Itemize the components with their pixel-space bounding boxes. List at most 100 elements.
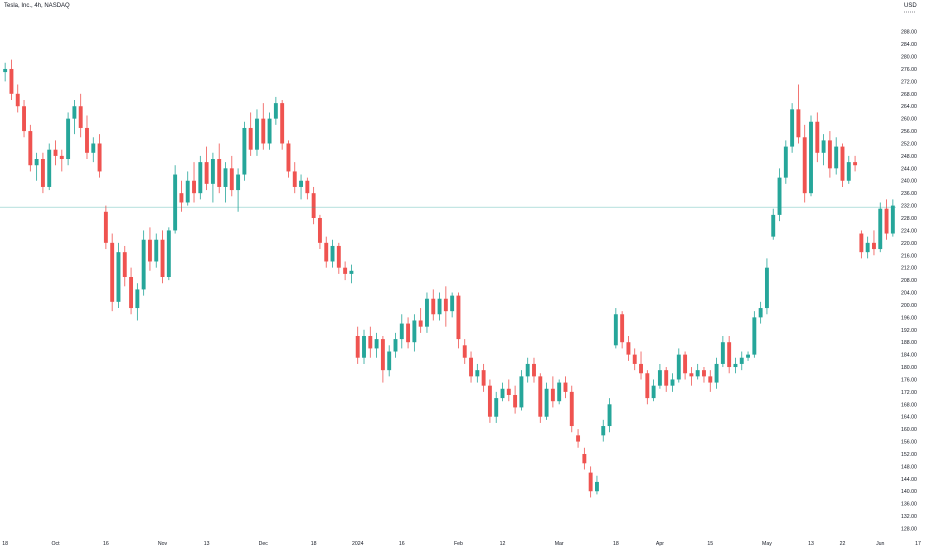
x-tick-label: 13 <box>808 541 814 547</box>
candle-body <box>267 118 272 144</box>
candle <box>362 329 366 364</box>
x-tick-label: 16 <box>103 541 109 547</box>
x-tick-label: 15 <box>707 541 713 547</box>
candle-body <box>746 354 751 358</box>
candle <box>569 385 574 433</box>
candle-body <box>481 370 486 386</box>
y-tick-label: 208.00 <box>901 278 917 284</box>
candle <box>450 292 455 318</box>
time-axis[interactable]: 18 Oct 16 Nov 13 Dec 18 2024 16 Feb 12 Mar 18 Apr 15 Ma… <box>2 541 932 547</box>
candle-body <box>217 159 222 187</box>
candle-body <box>261 118 266 144</box>
candle-body <box>78 106 83 128</box>
candle-body <box>311 193 316 219</box>
candle <box>695 363 700 380</box>
candle <box>456 292 461 349</box>
candle-body <box>324 242 329 262</box>
candle <box>802 124 807 203</box>
candle <box>412 314 417 352</box>
candle <box>9 59 14 101</box>
candle-body <box>796 109 801 138</box>
y-tick-label: 152.00 <box>901 452 917 458</box>
y-tick-label: 220.00 <box>901 241 917 247</box>
y-tick-label: 252.00 <box>901 141 917 147</box>
candle <box>85 115 89 160</box>
candle <box>223 162 228 203</box>
candle <box>821 134 826 166</box>
candle <box>324 236 329 268</box>
candle <box>746 351 751 361</box>
y-tick-label: 144.00 <box>901 477 917 483</box>
candle <box>425 292 429 333</box>
candle-body <box>506 388 511 395</box>
candle <box>399 314 404 349</box>
candle-body <box>229 168 234 191</box>
candle-body <box>777 177 782 215</box>
price-axis[interactable]: 288.00 284.00 280.00 276.00 272.00 268.00 264.… <box>901 11 917 533</box>
candle-body <box>387 351 392 371</box>
y-tick-label: 256.00 <box>901 129 917 135</box>
candle-body <box>821 140 826 153</box>
candle-body <box>185 180 190 203</box>
candle-body <box>469 357 473 377</box>
candle-body <box>425 298 429 327</box>
candle <box>154 233 159 268</box>
candle <box>210 152 215 203</box>
y-tick-label: 184.00 <box>901 353 917 359</box>
candle <box>185 171 190 206</box>
x-tick-label: Dec <box>259 541 269 547</box>
candle-body <box>645 373 650 399</box>
y-tick-label: 244.00 <box>901 166 917 172</box>
x-tick-label: 18 <box>2 541 8 547</box>
candle <box>72 100 77 135</box>
candle-body <box>317 218 322 243</box>
y-tick-label: 180.00 <box>901 365 917 371</box>
candle-body <box>884 208 889 234</box>
candle-body <box>122 252 127 277</box>
candle-body <box>702 370 706 377</box>
candle-body <box>393 339 398 352</box>
x-tick-label: Nov <box>158 541 168 547</box>
candle <box>387 345 392 377</box>
candle-body <box>752 317 757 355</box>
candle-body <box>22 106 26 132</box>
candle <box>261 103 266 150</box>
candle-body <box>9 68 14 94</box>
candle <box>97 134 102 178</box>
candle <box>739 351 744 371</box>
candle <box>292 162 297 194</box>
candle-body <box>160 239 165 277</box>
candle-body <box>865 242 870 253</box>
candle <box>299 174 304 200</box>
candle <box>664 367 669 392</box>
candle-body <box>380 339 385 371</box>
candle <box>47 143 52 191</box>
candle-body <box>286 143 291 172</box>
candle <box>506 379 511 402</box>
candle <box>513 385 518 414</box>
x-tick-label: 18 <box>311 541 317 547</box>
candle-body <box>34 159 39 166</box>
candle <box>557 379 562 405</box>
candle-body <box>739 357 744 364</box>
y-tick-label: 236.00 <box>901 191 917 197</box>
candle-body <box>431 298 436 315</box>
candle-body <box>670 379 675 386</box>
candle-body <box>355 335 360 358</box>
candle-body <box>59 155 64 160</box>
candle <box>538 373 543 423</box>
y-tick-label: 288.00 <box>901 30 917 36</box>
candle <box>343 261 348 281</box>
candle-body <box>708 376 713 383</box>
y-tick-label: 164.00 <box>901 415 917 421</box>
candle <box>620 311 625 349</box>
candle <box>103 205 108 250</box>
candle <box>519 370 524 411</box>
candle-body <box>236 174 241 191</box>
candle <box>752 311 757 358</box>
y-tick-label: 172.00 <box>901 390 917 396</box>
candle-body <box>475 370 480 377</box>
candle-body <box>198 162 203 194</box>
candle <box>330 239 335 268</box>
candle-body <box>487 385 492 417</box>
